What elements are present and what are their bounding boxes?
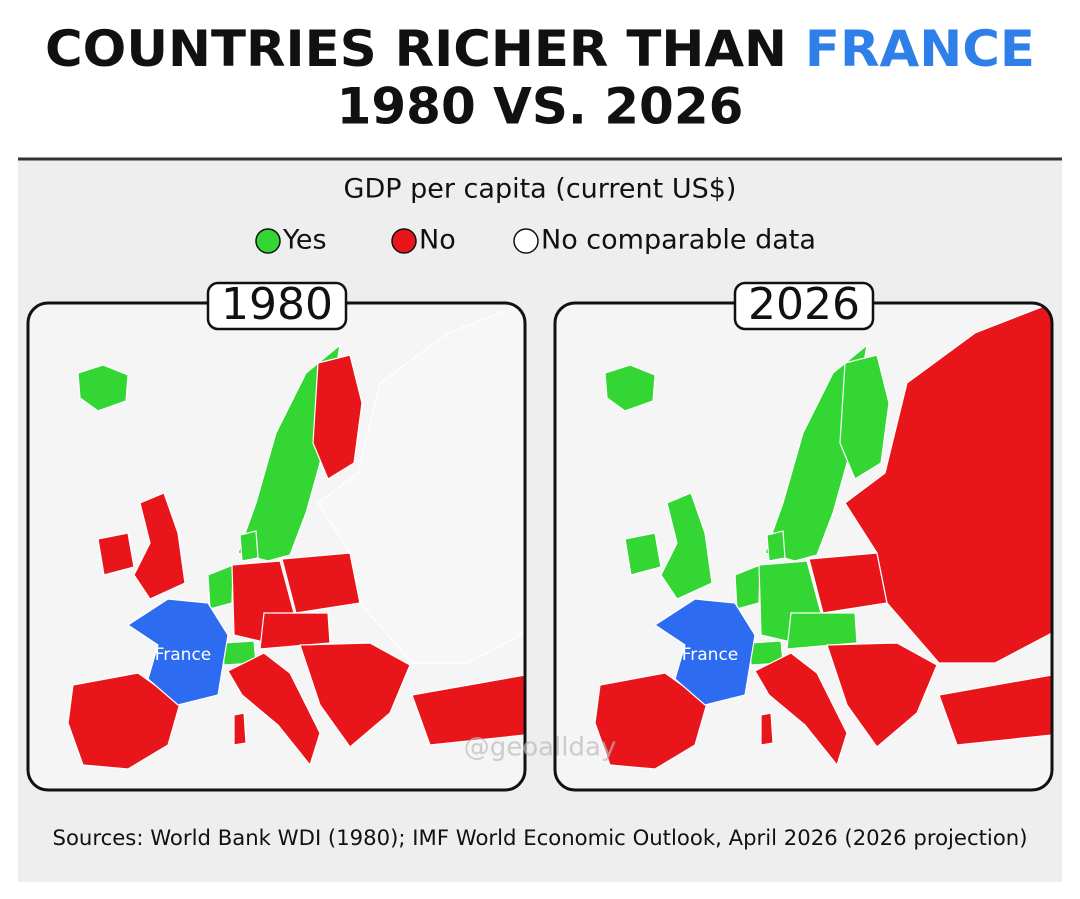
title-main: COUNTRIES RICHER THAN bbox=[45, 20, 787, 78]
country-denmark bbox=[766, 530, 786, 562]
title-highlight: FRANCE bbox=[805, 20, 1035, 78]
country-balkans bbox=[299, 642, 411, 748]
legend-label: Yes bbox=[282, 225, 327, 256]
country-poland bbox=[808, 552, 888, 614]
legend-label: No comparable data bbox=[541, 225, 816, 256]
country-russia bbox=[317, 303, 525, 664]
country-iberia bbox=[67, 672, 181, 770]
legend-swatch bbox=[391, 228, 417, 254]
country-uk bbox=[660, 492, 713, 600]
legend-swatch bbox=[255, 228, 281, 254]
country-iceland bbox=[604, 364, 656, 412]
country-benelux bbox=[207, 564, 234, 610]
country-turkey bbox=[411, 674, 525, 746]
legend-title: GDP per capita (current US$) bbox=[344, 174, 737, 205]
watermark: @geoallday bbox=[464, 733, 617, 763]
country-italy bbox=[227, 652, 321, 767]
map-regions bbox=[67, 303, 525, 770]
map-regions bbox=[594, 303, 1052, 770]
country-finland bbox=[312, 354, 363, 480]
country-central bbox=[786, 612, 858, 650]
country-sardinia bbox=[233, 712, 247, 746]
legend-swatch bbox=[513, 228, 539, 254]
country-label: France bbox=[682, 645, 739, 665]
country-uk bbox=[133, 492, 186, 600]
country-iceland bbox=[77, 364, 129, 412]
country-russia bbox=[844, 303, 1052, 664]
country-france bbox=[653, 598, 756, 706]
country-sardinia bbox=[760, 712, 774, 746]
country-italy bbox=[754, 652, 848, 767]
year-box bbox=[206, 281, 348, 331]
legend: Yes No No comparable data bbox=[255, 225, 816, 256]
subtitle: 1980 VS. 2026 bbox=[337, 78, 744, 136]
country-denmark bbox=[239, 530, 259, 562]
map-panel: France 1980 bbox=[26, 279, 527, 792]
source: Sources: World Bank WDI (1980); IMF Worl… bbox=[53, 826, 1028, 850]
country-benelux bbox=[734, 564, 761, 610]
country-france bbox=[126, 598, 229, 706]
year-box bbox=[733, 281, 875, 331]
maps: France 1980 France 2026 bbox=[26, 279, 1054, 792]
country-central bbox=[259, 612, 331, 650]
country-poland bbox=[281, 552, 361, 614]
country-ireland bbox=[624, 532, 662, 576]
country-turkey bbox=[938, 674, 1052, 746]
map-panel: France 2026 bbox=[553, 279, 1054, 792]
title: COUNTRIES RICHER THAN FRANCE bbox=[45, 20, 1035, 78]
country-label: France bbox=[155, 645, 212, 665]
country-iberia bbox=[594, 672, 708, 770]
country-ireland bbox=[97, 532, 135, 576]
year-label: 2026 bbox=[748, 279, 860, 330]
country-balkans bbox=[826, 642, 938, 748]
year-label: 1980 bbox=[221, 279, 333, 330]
legend-label: No bbox=[419, 225, 456, 256]
country-finland bbox=[839, 354, 890, 480]
